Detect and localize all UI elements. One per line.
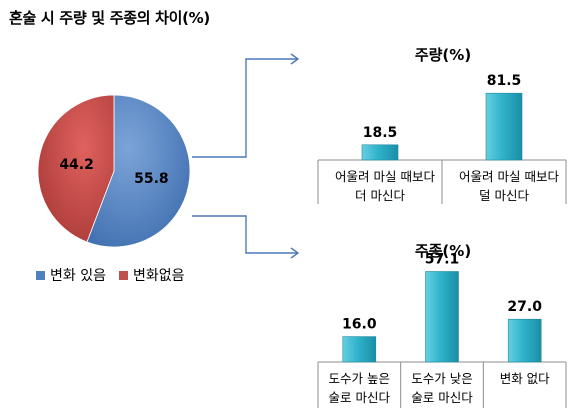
category-label-line: 술로 마신다 — [328, 390, 391, 405]
arrowhead-amount — [290, 53, 300, 65]
bar-chart-type: 16.0 57.1 27.0 — [317, 252, 567, 408]
pie-slice-label: 55.8 — [134, 171, 169, 187]
bar — [485, 92, 523, 161]
connector-arrows — [192, 53, 300, 259]
category-label-line: 덜 마신다 — [479, 188, 529, 203]
category-label: 변화 없다 — [480, 369, 570, 388]
category-label-line: 술로 마신다 — [411, 390, 473, 405]
connector-line-amount — [192, 58, 297, 158]
pie-slice-unchanged — [37, 94, 115, 243]
legend-item-changed: 변화 있음 — [36, 265, 106, 285]
bar-value-label: 81.5 — [487, 73, 522, 89]
category-label-line: 변화 없다 — [499, 371, 550, 386]
bar — [342, 336, 377, 363]
category-label-line: 도수가 높은 — [328, 371, 391, 386]
bar-value-label: 16.0 — [342, 317, 377, 333]
bar-value-label: 57.1 — [425, 252, 460, 268]
bar — [361, 144, 399, 161]
legend-swatch-red — [118, 270, 128, 280]
amount-chart-title: 주량(%) — [414, 46, 472, 64]
type-chart-title: 주종(%) — [414, 242, 472, 260]
category-label-line: 어울려 마실 때보다 — [335, 169, 435, 184]
page-title: 혼술 시 주량 및 주종의 차이(%) — [9, 9, 210, 27]
bar — [425, 271, 459, 363]
connector-line-type — [192, 215, 297, 254]
category-label-line: 어울려 마실 때보다 — [459, 169, 559, 184]
bar-value-label: 18.5 — [363, 125, 398, 141]
category-label-line: 도수가 낮은 — [411, 371, 473, 386]
bar-chart-amount: 18.5 81.5 — [317, 73, 567, 204]
pie-chart: 55.8 44.2 — [37, 94, 191, 248]
bar — [507, 318, 542, 363]
legend-label: 변화없음 — [132, 268, 185, 284]
legend-label: 변화 있음 — [50, 268, 106, 284]
bar-value-label: 27.0 — [507, 299, 542, 315]
pie-legend: 변화 있음 변화없음 — [36, 265, 198, 285]
category-label-line: 더 마신다 — [355, 188, 405, 203]
arrowhead-type — [290, 247, 300, 259]
legend-item-unchanged: 변화없음 — [118, 265, 185, 285]
legend-swatch-blue — [36, 270, 45, 280]
pie-slice-changed — [86, 94, 191, 248]
pie-slice-label: 44.2 — [59, 157, 94, 173]
